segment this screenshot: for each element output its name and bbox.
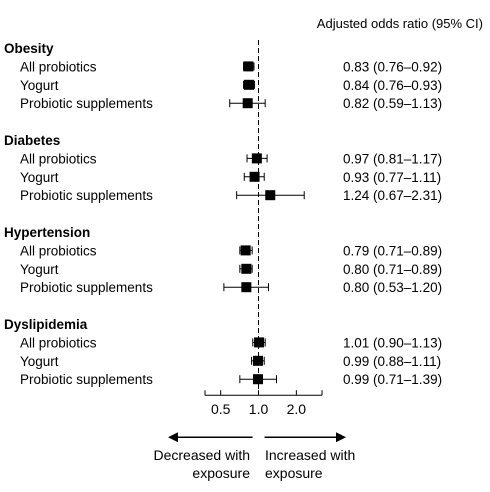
row-label: Yogurt [20,262,59,277]
row-label: All probiotics [20,243,97,258]
point-estimate [251,153,262,164]
point-estimate [244,79,255,90]
left-arrow-head [168,432,178,443]
right-direction-label: exposure [265,465,323,481]
row-label: Probiotic supplements [20,372,153,387]
column-header: Adjusted odds ratio (95% CI) [317,16,483,31]
group-label: Hypertension [4,225,90,240]
row-label: Yogurt [20,354,59,369]
group-label: Diabetes [4,133,60,148]
estimate-text: 0.83 (0.76–0.92) [343,59,442,74]
point-estimate [252,355,263,366]
row-label: Yogurt [20,78,59,93]
row-label: Probiotic supplements [20,96,153,111]
point-estimate [240,245,251,256]
estimate-text: 0.80 (0.53–1.20) [343,280,442,295]
group-label: Dyslipidemia [4,317,88,332]
point-estimate [265,190,276,201]
point-estimate [252,374,263,385]
row-label: All probiotics [20,335,97,350]
x-tick-label: 2.0 [287,401,307,417]
estimate-text: 0.99 (0.71–1.39) [343,372,442,387]
point-estimate [241,263,252,274]
estimate-text: 1.01 (0.90–1.13) [343,335,442,350]
row-label: Probiotic supplements [20,188,153,203]
estimate-text: 0.82 (0.59–1.13) [343,96,442,111]
point-estimate [241,282,252,293]
estimate-text: 0.99 (0.88–1.11) [343,354,441,369]
row-label: Probiotic supplements [20,280,153,295]
estimate-text: 0.93 (0.77–1.11) [343,170,441,185]
estimate-text: 0.84 (0.76–0.93) [343,78,442,93]
point-estimate [254,337,265,348]
x-tick-label: 0.5 [211,401,231,417]
point-estimate [249,171,260,182]
row-label: All probiotics [20,151,97,166]
right-arrow-head [336,432,346,443]
row-label: Yogurt [20,170,59,185]
right-direction-label: Increased with [265,447,355,463]
point-estimate [243,61,254,72]
x-tick-label: 1.0 [249,401,269,417]
point-estimate [242,98,253,109]
estimate-text: 0.97 (0.81–1.17) [343,151,442,166]
group-label: Obesity [4,41,54,56]
estimate-text: 0.79 (0.71–0.89) [343,243,442,258]
estimate-text: 1.24 (0.67–2.31) [343,188,442,203]
left-direction-label: exposure [192,465,250,481]
left-direction-label: Decreased with [154,447,251,463]
estimate-text: 0.80 (0.71–0.89) [343,262,442,277]
row-label: All probiotics [20,59,97,74]
